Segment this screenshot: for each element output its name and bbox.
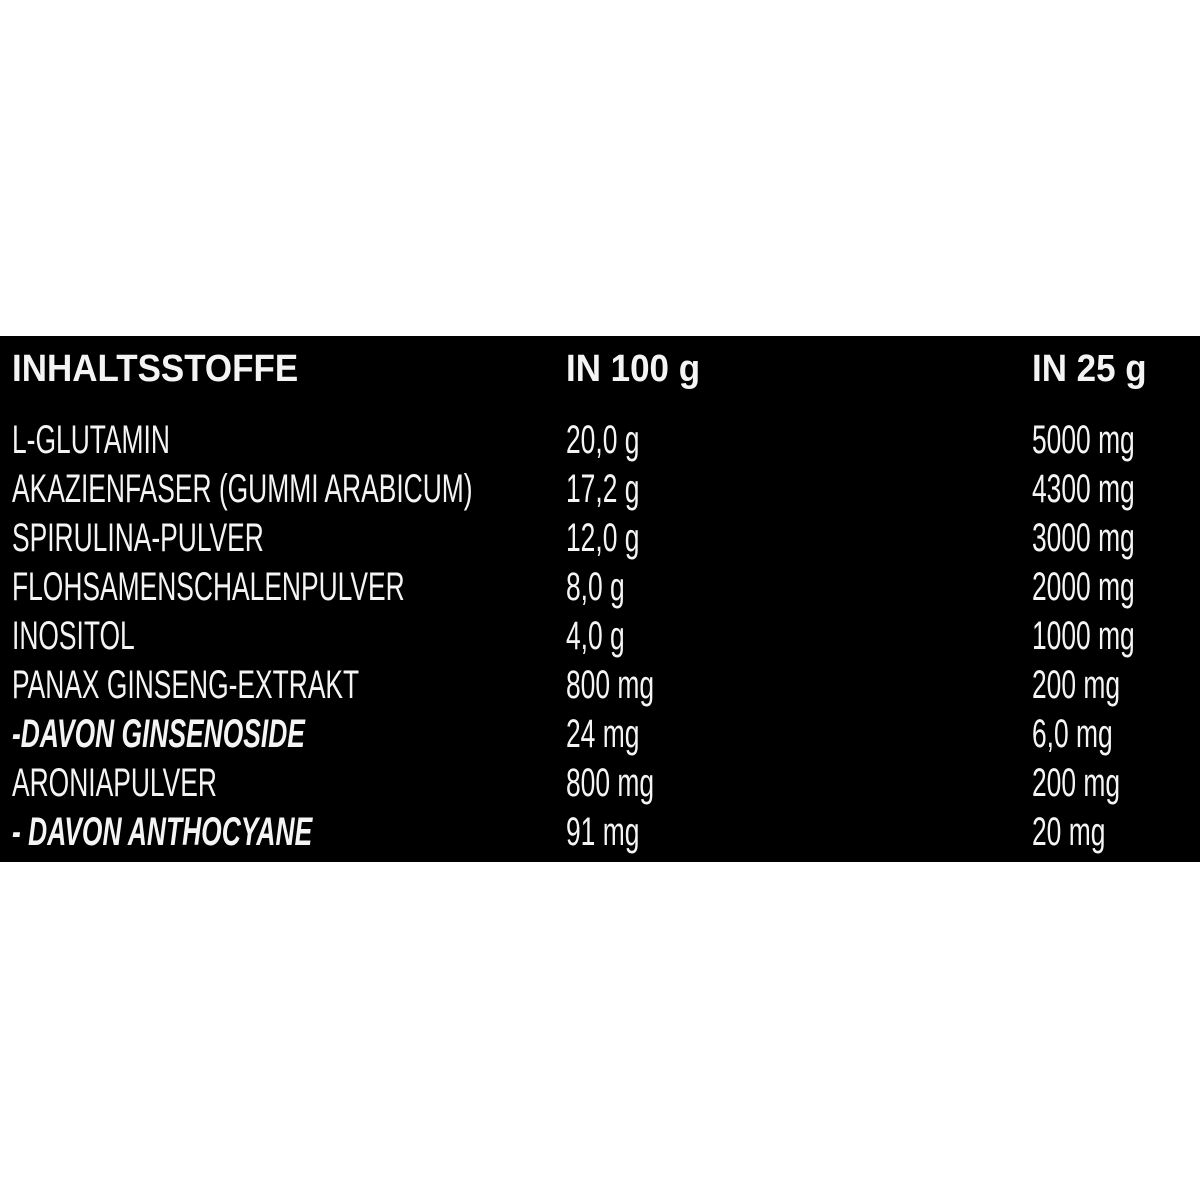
header-per-100g: IN 100 g [566, 348, 701, 390]
amount-per-100g: 4,0 g [566, 614, 625, 658]
amount-per-100g: 8,0 g [566, 565, 625, 609]
amount-per-100g: 12,0 g [566, 516, 640, 560]
amount-per-100g: 800 mg [566, 761, 655, 805]
header-ingredients: INHALTSSTOFFE [12, 348, 299, 390]
amount-per-25g: 5000 mg [1032, 418, 1135, 462]
ingredient-name: - DAVON ANTHOCYANE [12, 810, 313, 854]
ingredient-name: FLOHSAMENSCHALENPULVER [12, 565, 405, 609]
ingredient-name: -DAVON GINSENOSIDE [12, 712, 305, 756]
amount-per-25g: 4300 mg [1032, 467, 1135, 511]
amount-per-100g: 800 mg [566, 663, 655, 707]
ingredient-name: INOSITOL [12, 614, 135, 658]
amount-per-25g: 6,0 mg [1032, 712, 1113, 756]
amount-per-25g: 200 mg [1032, 663, 1121, 707]
ingredient-name: AKAZIENFASER (GUMMI ARABICUM) [12, 467, 473, 511]
ingredient-name: PANAX GINSENG-EXTRAKT [12, 663, 360, 707]
ingredient-name: ARONIAPULVER [12, 761, 217, 805]
header-per-25g: IN 25 g [1032, 348, 1147, 390]
amount-per-25g: 1000 mg [1032, 614, 1135, 658]
amount-per-25g: 200 mg [1032, 761, 1121, 805]
amount-per-25g: 20 mg [1032, 810, 1106, 854]
amount-per-100g: 91 mg [566, 810, 640, 854]
amount-per-25g: 2000 mg [1032, 565, 1135, 609]
ingredient-name: L-GLUTAMIN [12, 418, 170, 462]
ingredients-table: INHALTSSTOFFE IN 100 g IN 25 g L-GLUTAMI… [0, 336, 1200, 862]
ingredient-name: SPIRULINA-PULVER [12, 516, 264, 560]
amount-per-100g: 20,0 g [566, 418, 640, 462]
amount-per-100g: 17,2 g [566, 467, 640, 511]
amount-per-25g: 3000 mg [1032, 516, 1135, 560]
amount-per-100g: 24 mg [566, 712, 640, 756]
